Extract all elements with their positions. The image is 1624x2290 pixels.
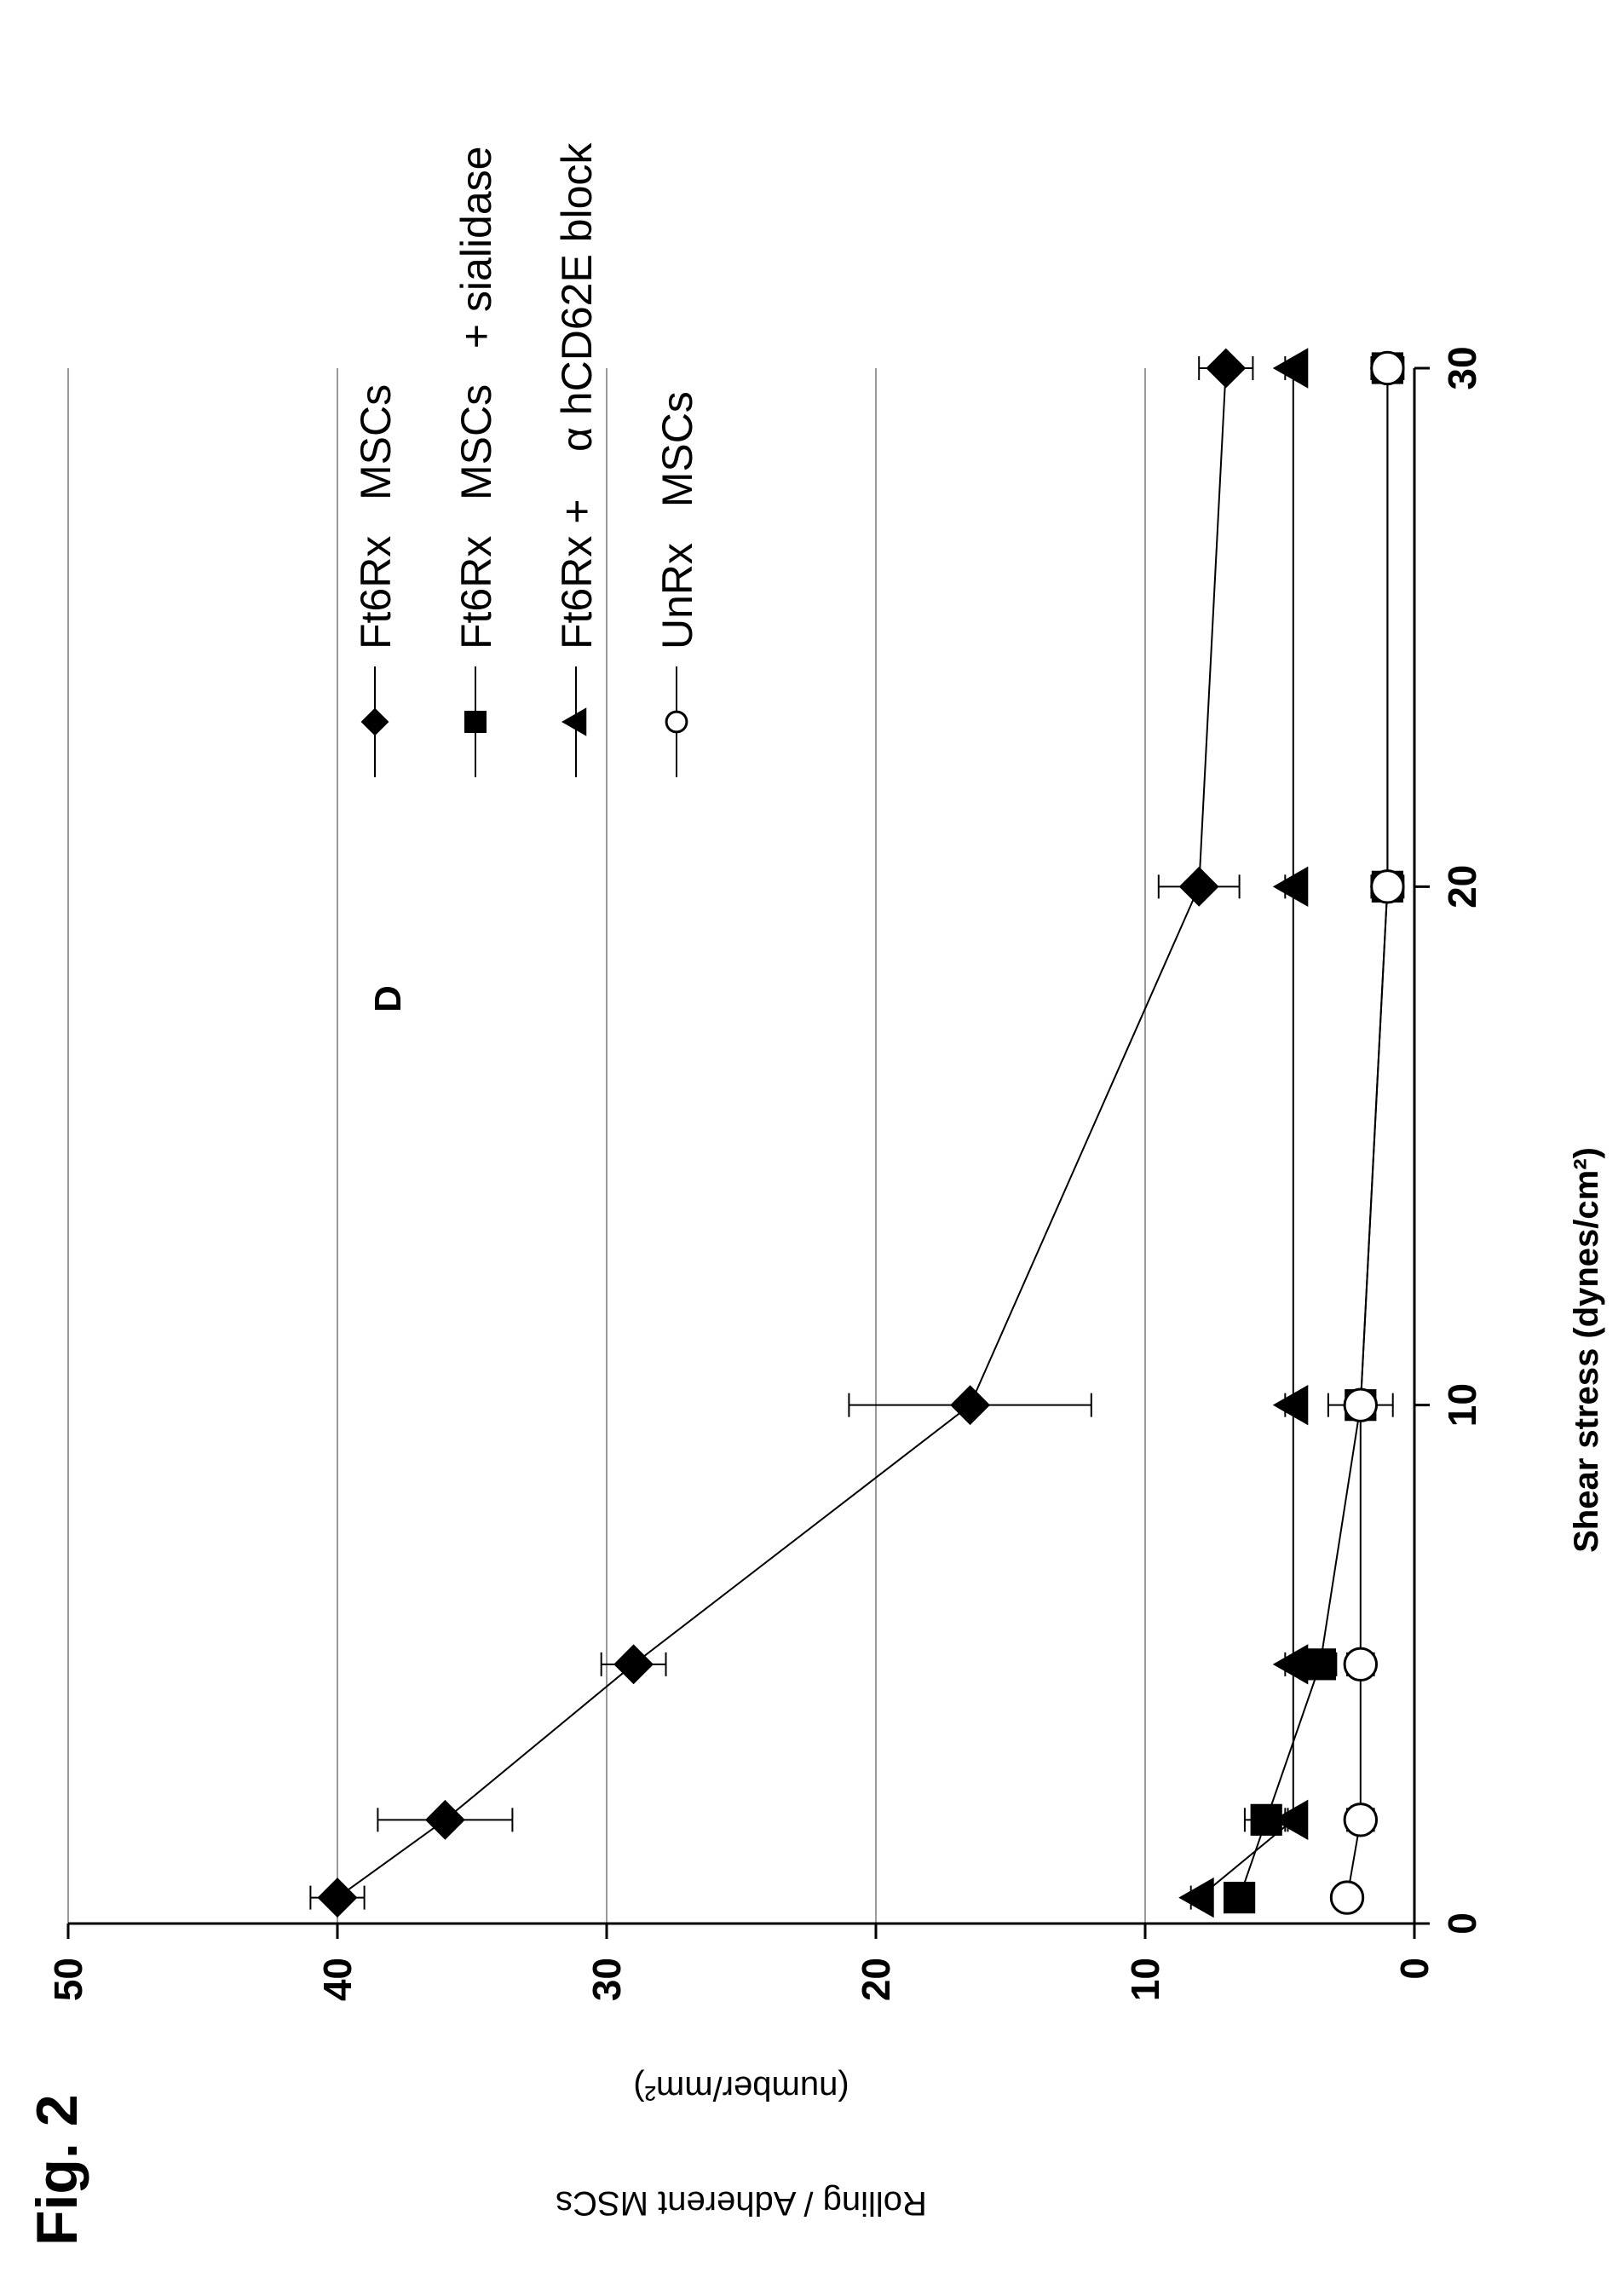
data-point (1272, 1799, 1309, 1841)
figure-label: Fig. 2 (25, 2094, 89, 2246)
data-point (1178, 866, 1219, 907)
legend-marker (665, 710, 688, 734)
series-2 (1224, 352, 1404, 1914)
x-tick-label-10: 10 (1440, 1383, 1484, 1427)
y-tick-label-0: 0 (1392, 1958, 1437, 1980)
series-1-line (337, 367, 1227, 1899)
data-point (1329, 1880, 1365, 1915)
panel-letter: D (367, 985, 409, 1012)
data-point (1178, 1877, 1214, 1918)
tick-labels: 0 10 20 30 40 50 0 10 20 30 (46, 346, 1484, 2001)
legend-label: Ft6Rx + α hCD62E block (553, 142, 601, 649)
legend-item-2: Ft6Rx MSCs + sialidase (452, 147, 500, 777)
data-point (1272, 1644, 1309, 1685)
legend-marker (360, 707, 389, 736)
x-tick-label-30: 30 (1440, 346, 1484, 389)
x-axis-title: Shear stress (dynes/cm²) (1568, 1147, 1605, 1553)
data-point (1272, 1384, 1309, 1426)
chart: 0 10 20 30 40 50 0 10 20 30 Ft6Rx MSCs Ft6Rx MSCs … (46, 142, 1605, 2222)
data-point (1343, 1387, 1379, 1422)
data-point (1272, 348, 1309, 389)
gridlines (67, 368, 1146, 1924)
legend-item-1: Ft6Rx MSCs (352, 384, 400, 777)
data-point (1343, 1647, 1379, 1682)
y-tick-label-20: 20 (854, 1958, 898, 2001)
data-point (1206, 348, 1247, 389)
series-3 (1178, 348, 1309, 1918)
data-point (1304, 1648, 1337, 1681)
data-point (1224, 1881, 1256, 1914)
series-3-line (1198, 368, 1294, 1899)
data-point (1272, 866, 1309, 908)
legend-label: Ft6Rx MSCs + sialidase (452, 147, 500, 649)
data-point (1370, 869, 1405, 904)
x-tick-label-20: 20 (1440, 865, 1484, 909)
legend-marker (464, 711, 487, 733)
legend-item-3: Ft6Rx + α hCD62E block (553, 142, 601, 777)
data-point (1370, 350, 1405, 386)
series-layer (309, 348, 1405, 1918)
y-tick-label-30: 30 (585, 1958, 629, 2001)
data-point (424, 1799, 465, 1840)
y-axis-title-line2: (number/mm²) (633, 2069, 849, 2107)
legend-marker (561, 707, 587, 736)
y-tick-label-40: 40 (315, 1958, 360, 2001)
series-4 (1327, 350, 1405, 1915)
y-axis-title-line1: Rolling / Adherent MSCs (556, 2184, 927, 2222)
legend-label: UnRx MSCs (654, 391, 701, 649)
data-point (950, 1385, 991, 1426)
series-1 (309, 348, 1254, 1918)
y-tick-label-10: 10 (1123, 1958, 1167, 2001)
legend: Ft6Rx MSCs Ft6Rx MSCs + sialidase Ft6Rx + … (352, 142, 701, 777)
legend-item-4: UnRx MSCs (654, 391, 701, 777)
data-point (317, 1878, 358, 1918)
data-point (1343, 1803, 1379, 1837)
legend-label: Ft6Rx MSCs (352, 384, 400, 649)
x-tick-label-0: 0 (1440, 1912, 1484, 1935)
y-tick-label-50: 50 (46, 1958, 90, 2001)
axes (66, 366, 1430, 1939)
data-point (613, 1644, 654, 1685)
